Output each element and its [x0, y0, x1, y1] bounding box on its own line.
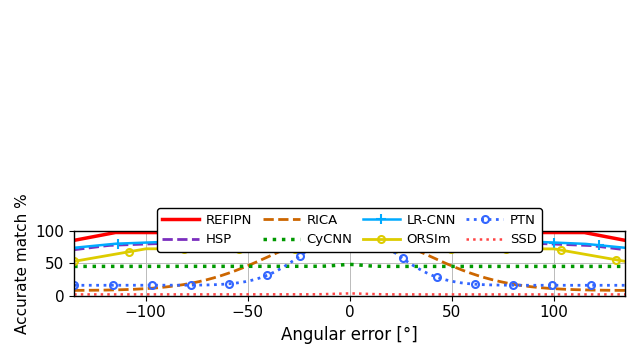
RICA [605, 288, 613, 293]
REFIPN [621, 238, 629, 242]
PTN [605, 283, 613, 288]
SSD [70, 292, 78, 297]
CyCNN [70, 264, 78, 269]
ORSIm [621, 259, 629, 264]
Line: SSD: SSD [74, 293, 625, 294]
Line: REFIPN: REFIPN [74, 230, 625, 242]
CyCNN [324, 264, 332, 268]
RICA [324, 232, 332, 236]
ORSIm [99, 254, 106, 258]
CyCNN [605, 264, 613, 269]
REFIPN [605, 235, 613, 239]
Line: LR-CNN: LR-CNN [69, 226, 630, 253]
CyCNN [346, 262, 353, 267]
Line: ORSIm: ORSIm [70, 228, 628, 265]
PTN [605, 283, 613, 288]
CyCNN [504, 264, 512, 269]
ORSIm [338, 234, 346, 238]
CyCNN [338, 263, 346, 267]
ORSIm [605, 256, 613, 261]
REFIPN [504, 230, 512, 235]
LR-CNN [339, 228, 346, 233]
REFIPN [317, 239, 325, 244]
LR-CNN [605, 244, 613, 248]
REFIPN [324, 239, 332, 243]
LR-CNN [324, 234, 332, 238]
HSP [332, 228, 339, 233]
PTN [70, 283, 78, 288]
SSD [346, 291, 353, 295]
RICA [504, 281, 512, 285]
RICA [346, 230, 353, 234]
HSP [339, 228, 346, 233]
LR-CNN [99, 243, 106, 247]
LR-CNN [70, 246, 78, 250]
REFIPN [339, 231, 346, 235]
RICA [338, 230, 346, 234]
Legend: REFIPN, HSP, RICA, CyCNN, LR-CNN, ORSIm, PTN, SSD: REFIPN, HSP, RICA, CyCNN, LR-CNN, ORSIm,… [157, 209, 542, 252]
PTN [324, 235, 332, 239]
RICA [605, 288, 613, 293]
SSD [504, 292, 512, 297]
Line: CyCNN: CyCNN [74, 265, 625, 266]
LR-CNN [330, 228, 338, 233]
CyCNN [621, 264, 629, 269]
SSD [605, 292, 613, 297]
LR-CNN [605, 244, 613, 248]
PTN [338, 230, 346, 234]
PTN [346, 229, 353, 233]
HSP [621, 248, 629, 252]
ORSIm [70, 259, 78, 264]
SSD [338, 292, 346, 296]
SSD [324, 292, 332, 296]
CyCNN [99, 264, 106, 269]
HSP [324, 234, 332, 239]
RICA [621, 288, 629, 293]
RICA [99, 288, 106, 292]
ORSIm [346, 230, 353, 234]
Line: HSP: HSP [74, 230, 625, 250]
LR-CNN [621, 246, 629, 250]
Line: RICA: RICA [74, 232, 625, 290]
PTN [99, 283, 106, 288]
Y-axis label: Accurate match %: Accurate match % [15, 193, 30, 334]
SSD [605, 292, 613, 297]
SSD [621, 292, 629, 297]
HSP [99, 244, 106, 248]
REFIPN [99, 233, 106, 237]
PTN [621, 283, 629, 288]
PTN [504, 283, 512, 287]
HSP [504, 240, 512, 244]
HSP [605, 246, 613, 250]
Line: PTN: PTN [70, 228, 628, 289]
REFIPN [605, 235, 613, 239]
CyCNN [605, 264, 613, 269]
ORSIm [504, 247, 512, 251]
ORSIm [605, 256, 613, 261]
HSP [70, 248, 78, 252]
ORSIm [324, 245, 332, 250]
SSD [99, 292, 106, 297]
RICA [70, 288, 78, 293]
LR-CNN [504, 239, 512, 243]
HSP [605, 246, 613, 250]
REFIPN [346, 228, 353, 233]
X-axis label: Angular error [°]: Angular error [°] [281, 326, 418, 344]
REFIPN [70, 238, 78, 242]
